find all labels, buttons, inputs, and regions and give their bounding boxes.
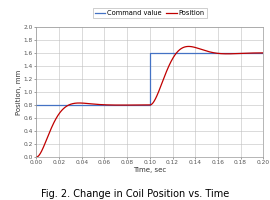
Text: Fig. 2. Change in Coil Position vs. Time: Fig. 2. Change in Coil Position vs. Time — [41, 189, 229, 199]
Position — [233, 52, 236, 55]
X-axis label: Time, sec: Time, sec — [133, 167, 167, 173]
Position — [187, 45, 190, 48]
Command value — [148, 52, 151, 54]
Position — [132, 104, 135, 106]
Position — [122, 104, 125, 106]
Line: Position: Position — [36, 46, 263, 157]
Position — [257, 52, 261, 54]
Position — [35, 156, 38, 158]
Position — [74, 102, 77, 104]
Command value — [262, 52, 265, 54]
Command value — [148, 104, 151, 106]
Line: Command value: Command value — [36, 53, 263, 105]
Position — [61, 109, 64, 111]
Command value — [35, 104, 38, 106]
Position — [262, 52, 265, 54]
Legend: Command value, Position: Command value, Position — [93, 8, 207, 18]
Y-axis label: Position, mm: Position, mm — [16, 69, 22, 115]
